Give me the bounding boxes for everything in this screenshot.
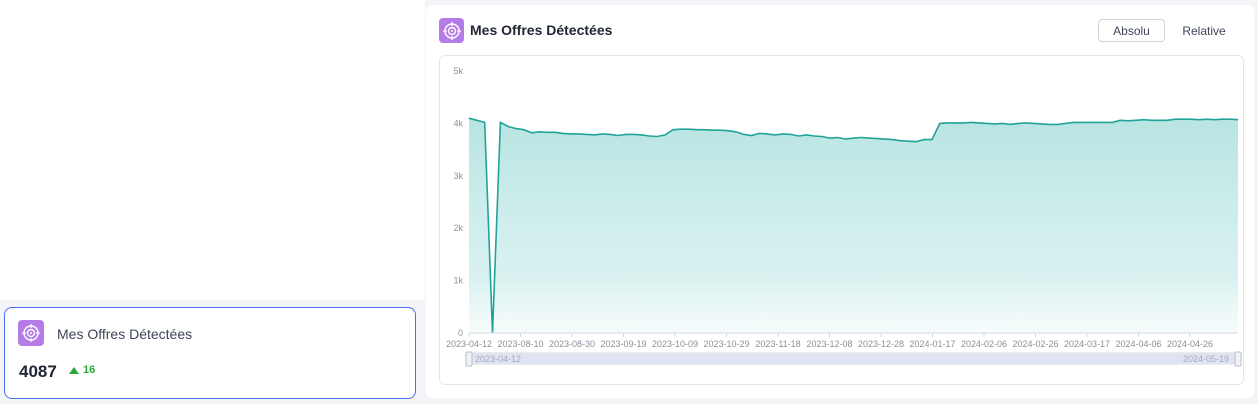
x-tick-label: 2024-02-26: [1012, 339, 1058, 349]
x-tick-label: 2023-12-08: [806, 339, 852, 349]
kpi-value: 4087: [19, 362, 57, 381]
x-tick-label: 2023-11-18: [755, 339, 800, 349]
slider-start-label: 2023-04-12: [475, 354, 521, 364]
y-tick-label: 1k: [453, 276, 463, 286]
kpi-delta-value: 16: [83, 364, 96, 376]
target-icon: [439, 18, 464, 43]
chart-title: Mes Offres Détectées: [470, 22, 613, 38]
y-tick-label: 0: [458, 328, 463, 338]
kpi-delta: 16: [69, 364, 95, 376]
absolute-toggle-button[interactable]: Absolu: [1098, 19, 1165, 42]
kpi-title: Mes Offres Détectées: [57, 326, 193, 342]
x-tick-label: 2024-03-17: [1064, 339, 1110, 349]
x-tick-label: 2023-08-10: [497, 339, 543, 349]
range-slider[interactable]: 2023-04-12 2024-05-19: [465, 351, 1242, 367]
y-tick-label: 3k: [453, 171, 463, 181]
x-tick-label: 2023-12-28: [858, 339, 904, 349]
target-icon: [18, 320, 44, 346]
x-tick-label: 2024-02-06: [961, 339, 1007, 349]
slider-end-label: 2024-05-19: [1183, 354, 1229, 364]
chart-card: Mes Offres Détectées Absolu Relative 0 1k…: [426, 5, 1254, 398]
area-chart: 0 1k 2k 3k 4k 5k 2023-04-12 2023-08-10 2023-08-…: [446, 66, 1242, 367]
slider-handle-end[interactable]: [1234, 351, 1242, 367]
slider-handle-start[interactable]: [465, 351, 473, 367]
y-tick-label: 5k: [453, 66, 463, 76]
x-tick-label: 2023-04-12: [446, 339, 492, 349]
series-area: [469, 118, 1238, 333]
x-tick-label: 2024-04-06: [1115, 339, 1161, 349]
x-tick-label: 2023-10-09: [652, 339, 698, 349]
x-tick-label: 2023-09-19: [600, 339, 646, 349]
left-panel-blank: [0, 0, 425, 300]
x-tick-label: 2024-04-26: [1167, 339, 1213, 349]
y-tick-label: 4k: [453, 118, 463, 128]
kpi-card-offres[interactable]: Mes Offres Détectées 4087 16: [4, 307, 416, 399]
slider-selection[interactable]: [471, 354, 1236, 363]
chart-plot-area: 0 1k 2k 3k 4k 5k 2023-04-12 2023-08-10 2023-08-…: [439, 55, 1244, 385]
arrow-up-icon: [69, 366, 79, 374]
x-tick-label: 2023-08-30: [549, 339, 595, 349]
relative-toggle-button[interactable]: Relative: [1174, 19, 1234, 42]
x-tick-label: 2023-10-29: [703, 339, 749, 349]
series-line: [468, 117, 1239, 334]
x-tick-label: 2024-01-17: [909, 339, 955, 349]
y-tick-label: 2k: [453, 223, 463, 233]
